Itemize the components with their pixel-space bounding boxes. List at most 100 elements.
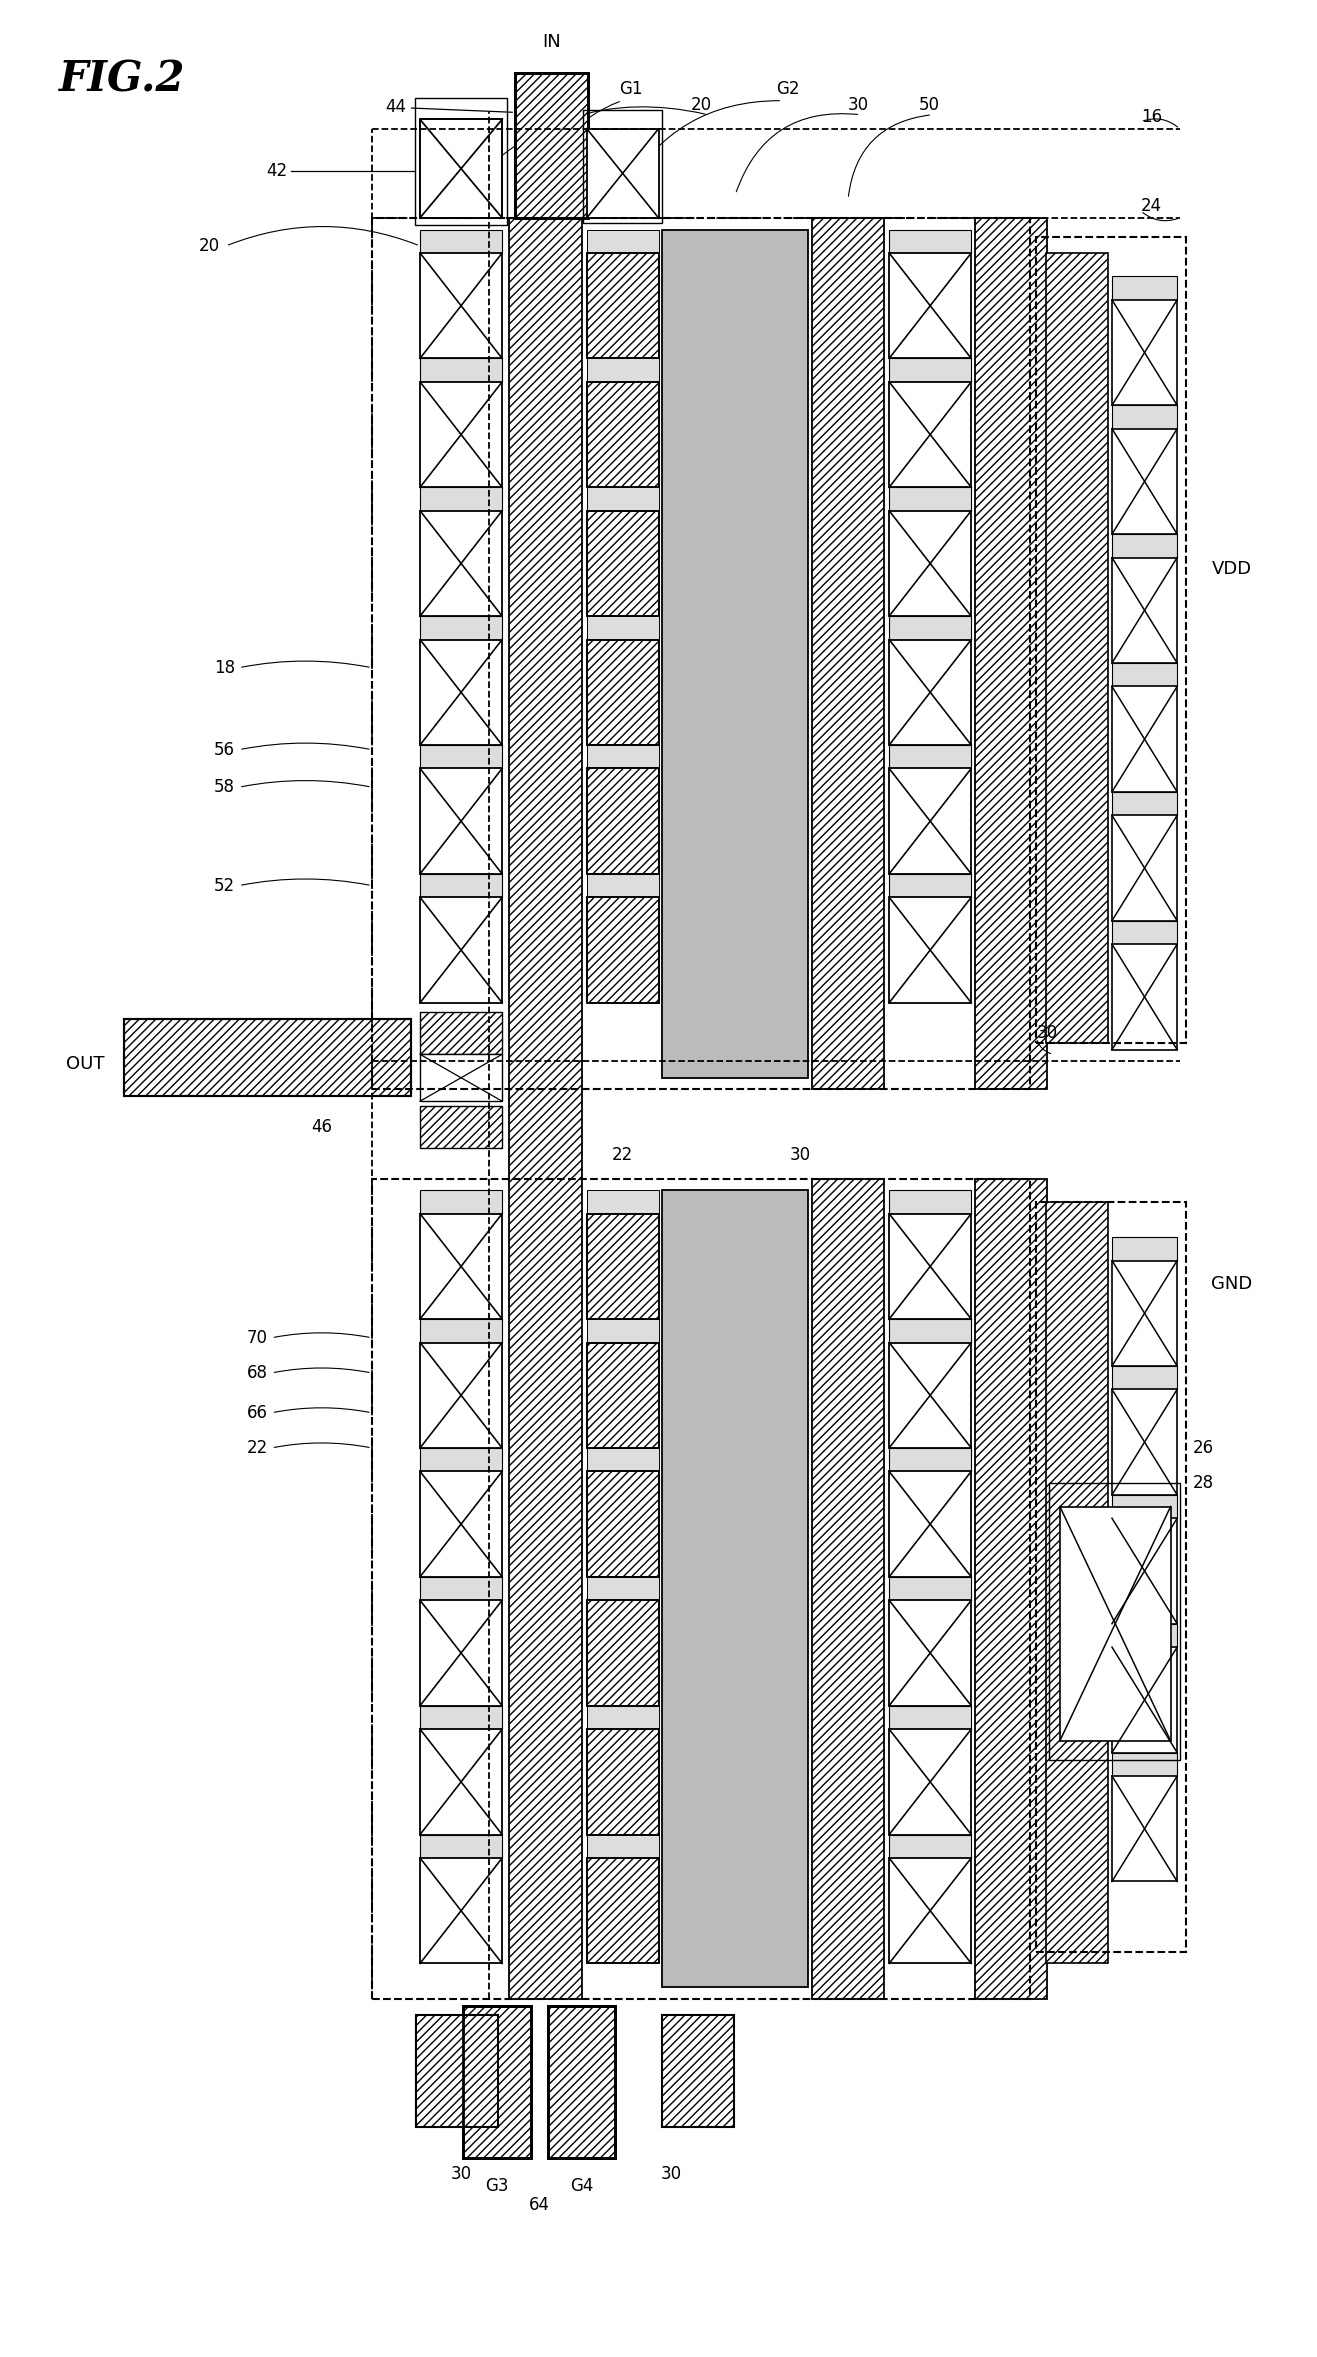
Bar [420,1011,502,1054]
Bar [420,1706,502,1730]
Bar [420,1600,502,1706]
Bar [416,2015,498,2128]
Bar [889,229,971,252]
Bar [587,639,658,745]
Bar [548,2006,615,2159]
Bar [587,745,658,768]
Bar [420,768,502,874]
Bar [1112,1754,1177,1775]
Bar [889,639,971,745]
Bar [587,1447,658,1471]
Bar [587,382,658,488]
Bar [371,217,1030,1089]
Bar [587,1730,658,1834]
Bar [420,229,502,252]
Bar [420,120,502,217]
Text: 26: 26 [1193,1440,1214,1457]
Bar [587,1600,658,1706]
Bar [1112,922,1177,945]
Bar [1112,1261,1177,1367]
Text: 46: 46 [312,1117,333,1136]
Bar [587,898,658,1002]
Bar [464,2006,531,2159]
Bar [587,1857,658,1963]
Bar [1112,945,1177,1049]
Bar [587,1190,658,1214]
Bar [587,1471,658,1577]
Bar [889,1343,971,1447]
Bar [1050,1483,1180,1761]
Bar [1112,559,1177,662]
Bar [420,615,502,639]
Bar [420,1190,502,1214]
Bar [1112,1518,1177,1624]
Bar [1112,816,1177,922]
Text: G4: G4 [570,2178,593,2194]
Bar [975,217,1047,1089]
Bar [587,1343,658,1447]
Bar [124,1018,411,1096]
Bar [587,1600,658,1706]
Bar [420,874,502,898]
Text: 66: 66 [246,1405,267,1421]
Bar [587,511,658,615]
Bar [587,488,658,511]
Text: 20: 20 [691,97,712,115]
Bar [420,1054,502,1101]
Text: 52: 52 [213,877,234,896]
Text: IN: IN [543,33,561,52]
Text: 30: 30 [661,2166,682,2183]
Bar [587,1471,658,1577]
Text: G3: G3 [485,2178,508,2194]
Bar [587,1214,658,1320]
Bar [587,1214,658,1320]
Bar [587,1834,658,1857]
Bar [889,1706,971,1730]
Bar [1112,535,1177,559]
Bar [587,229,658,252]
Bar [420,511,502,615]
Text: 50: 50 [919,97,940,115]
Text: 68: 68 [246,1365,267,1381]
Text: 28: 28 [1193,1473,1214,1492]
Bar [1046,1202,1108,1963]
Bar [587,898,658,1002]
Bar [420,488,502,511]
Bar [420,358,502,382]
Text: 58: 58 [213,778,234,797]
Bar [464,2006,531,2159]
Bar [420,1343,502,1447]
Bar [420,382,502,488]
Text: G2: G2 [776,80,799,99]
Bar [124,1018,411,1096]
Bar [889,874,971,898]
Bar [1060,1506,1171,1742]
Bar [587,639,658,745]
Text: 24: 24 [1141,198,1162,214]
Bar [587,768,658,874]
Bar [889,768,971,874]
Bar [1112,662,1177,686]
Bar [587,1706,658,1730]
Text: 20: 20 [199,238,220,255]
Text: 64: 64 [528,2197,549,2213]
Bar [587,130,658,217]
Bar [1112,1388,1177,1494]
Text: 30: 30 [790,1146,811,1164]
Bar [889,1471,971,1577]
Text: 30: 30 [1036,1025,1058,1042]
Text: 46: 46 [312,1025,333,1042]
Bar [415,99,507,224]
Text: 22: 22 [612,1146,633,1164]
Bar [583,111,662,222]
Bar [1112,792,1177,816]
Text: VDD: VDD [1212,561,1252,577]
Bar [587,382,658,488]
Text: 30: 30 [450,2166,471,2183]
Bar [889,1600,971,1706]
Bar [587,1577,658,1600]
Bar [1112,1494,1177,1518]
Bar [515,73,589,217]
Bar [662,1190,809,1987]
Bar [1112,429,1177,535]
